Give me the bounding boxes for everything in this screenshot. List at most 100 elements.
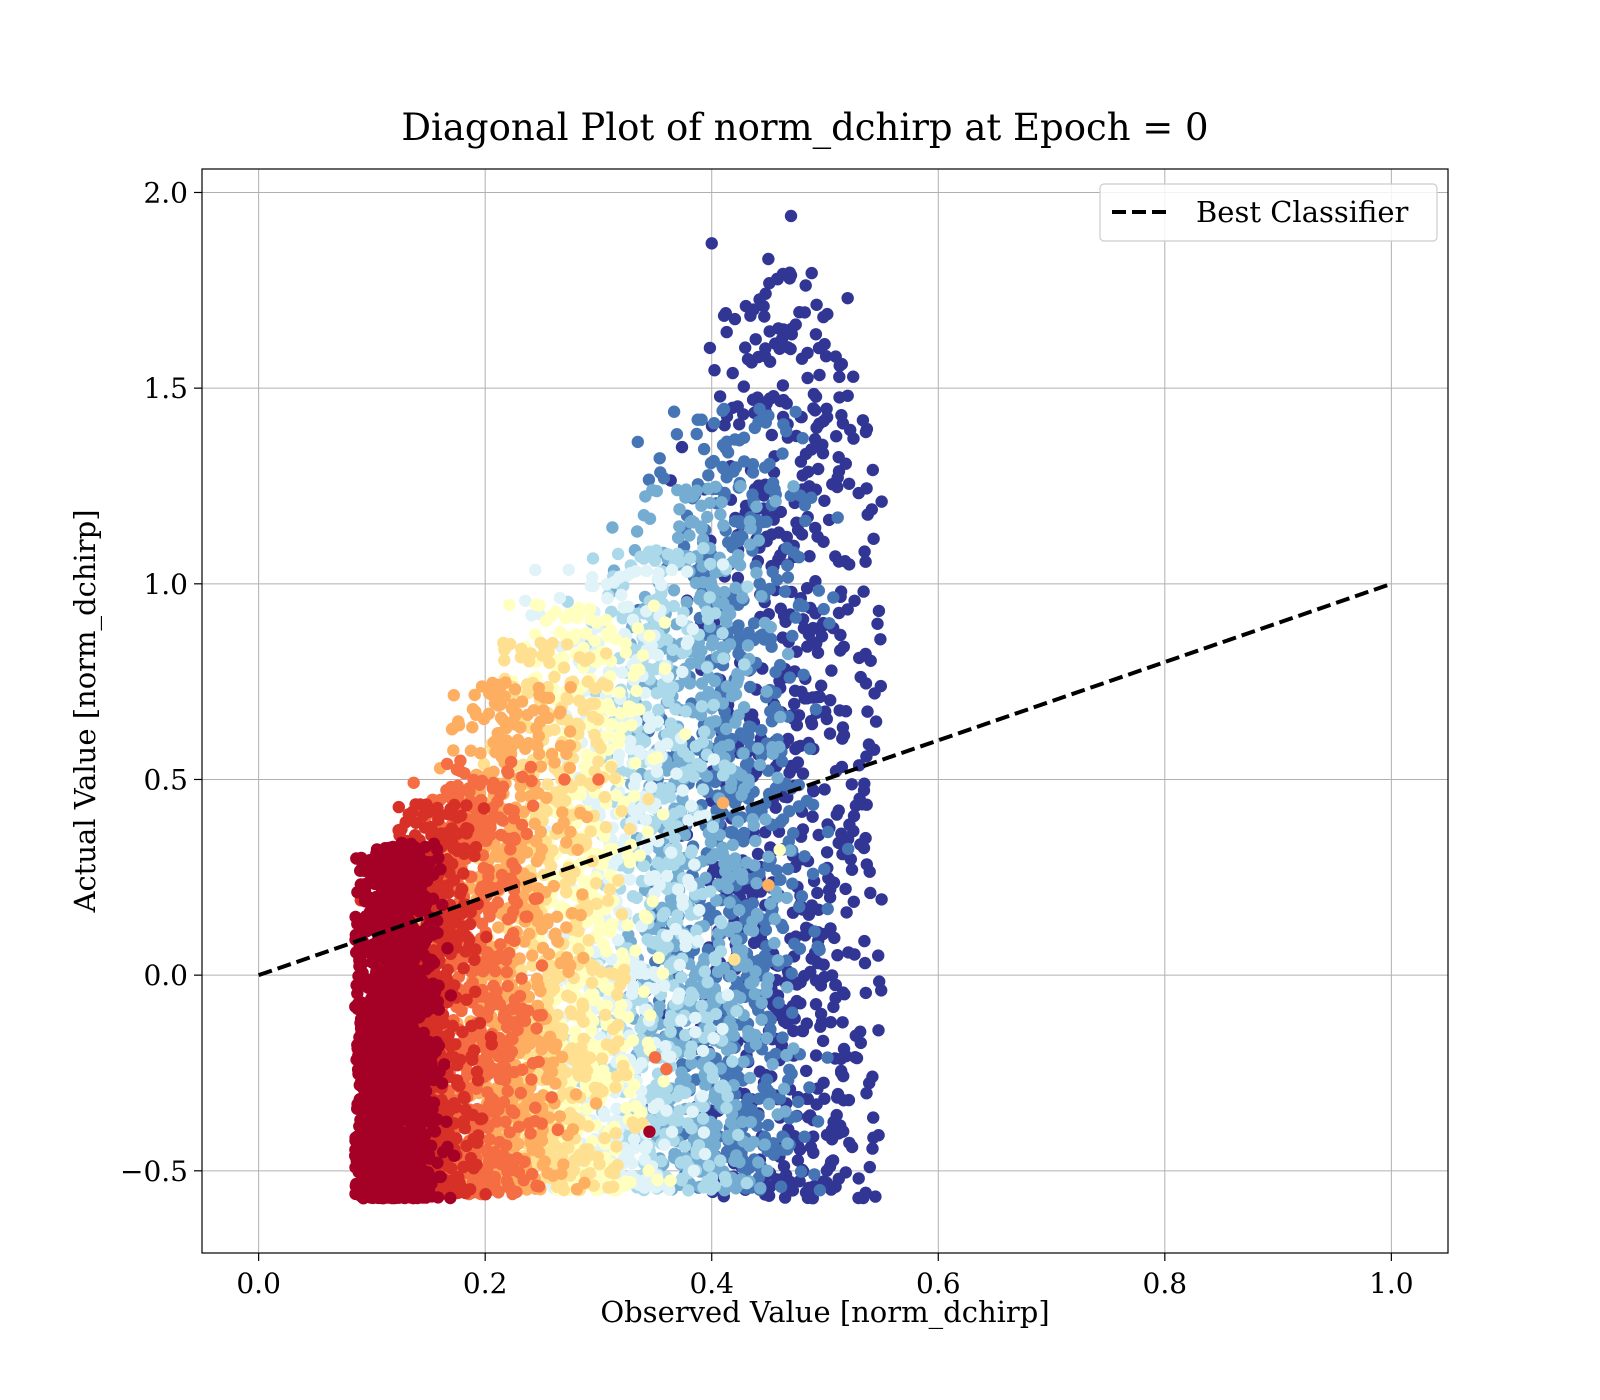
scatter-point	[564, 1005, 577, 1018]
scatter-point	[734, 479, 747, 493]
scatter-point	[764, 897, 777, 910]
scatter-point	[600, 944, 613, 958]
scatter-point	[650, 765, 664, 778]
scatter-point	[795, 352, 809, 365]
scatter-point	[588, 728, 601, 742]
scatter-point	[796, 823, 810, 836]
scatter-point	[631, 622, 644, 635]
scatter-point	[618, 963, 631, 976]
scatter-point	[501, 1085, 514, 1098]
scatter-point	[749, 834, 762, 848]
scatter-point	[857, 841, 871, 855]
scatter-point	[639, 813, 652, 827]
scatter-point	[697, 542, 710, 555]
scatter-point	[663, 1016, 676, 1029]
scatter-point	[624, 734, 637, 748]
scatter-point	[642, 793, 655, 806]
scatter-point	[763, 393, 776, 406]
scatter-point	[638, 1153, 651, 1167]
scatter-point	[706, 820, 720, 834]
scatter-point	[703, 1061, 716, 1075]
scatter-point	[533, 599, 546, 612]
scatter-point	[506, 1154, 519, 1168]
scatter-point	[720, 325, 733, 339]
scatter-point	[750, 500, 763, 513]
scatter-point	[812, 341, 826, 355]
scatter-point	[532, 1009, 545, 1022]
scatter-point	[445, 723, 459, 736]
scatter-point	[571, 611, 584, 625]
scatter-point	[606, 967, 620, 981]
scatter-point	[717, 597, 730, 610]
scatter-point	[518, 1014, 532, 1028]
scatter-point	[755, 1013, 768, 1026]
scatter-point	[610, 1140, 623, 1153]
scatter-point	[583, 602, 597, 615]
scatter-point	[643, 512, 657, 525]
scatter-point	[832, 606, 846, 620]
scatter-point	[511, 733, 525, 747]
scatter-point	[798, 929, 812, 942]
scatter-point	[543, 1030, 557, 1044]
scatter-point	[797, 600, 810, 613]
scatter-point	[760, 985, 773, 999]
scatter-point	[792, 709, 806, 722]
scatter-point	[798, 850, 811, 863]
scatter-point	[753, 577, 766, 590]
scatter-point	[802, 1111, 815, 1124]
scatter-point	[809, 703, 823, 716]
scatter-point	[808, 925, 821, 938]
scatter-point	[696, 1044, 710, 1058]
scatter-point	[730, 677, 743, 690]
scatter-point	[504, 843, 517, 856]
scatter-point	[626, 1116, 639, 1129]
scatter-point	[599, 821, 613, 834]
scatter-point	[811, 940, 824, 953]
scatter-point	[657, 979, 671, 992]
scatter-point	[729, 852, 742, 865]
scatter-point	[612, 748, 626, 761]
scatter-point	[548, 723, 561, 736]
scatter-point	[777, 1082, 791, 1096]
scatter-point	[602, 1181, 615, 1194]
scatter-point	[661, 689, 674, 702]
scatter-point	[814, 979, 828, 992]
scatter-point	[664, 1174, 677, 1187]
scatter-point	[535, 959, 549, 972]
scatter-point	[718, 1170, 732, 1184]
scatter-point	[735, 789, 748, 802]
scatter-point	[743, 680, 757, 694]
scatter-point	[733, 904, 746, 917]
scatter-point	[655, 578, 668, 592]
scatter-point	[726, 1055, 739, 1068]
scatter-point	[503, 598, 516, 612]
scatter-point	[638, 909, 652, 922]
scatter-point	[454, 754, 467, 767]
scatter-point	[534, 1129, 547, 1142]
scatter-point	[841, 832, 855, 846]
scatter-point	[751, 847, 765, 861]
scatter-point	[801, 371, 814, 385]
scatter-point	[611, 1159, 624, 1172]
scatter-point	[697, 1126, 711, 1139]
scatter-point	[643, 629, 656, 642]
scatter-point	[487, 765, 500, 778]
scatter-point	[707, 1032, 720, 1045]
scatter-point	[586, 710, 600, 723]
scatter-point	[716, 627, 729, 640]
scatter-point	[676, 892, 689, 906]
scatter-point	[724, 969, 737, 983]
scatter-point	[867, 1111, 880, 1124]
scatter-point	[833, 391, 846, 404]
scatter-point	[689, 1025, 702, 1039]
scatter-point	[872, 949, 885, 962]
scatter-point	[818, 1092, 831, 1105]
scatter-point	[776, 379, 790, 392]
scatter-point	[758, 949, 771, 963]
scatter-point	[831, 949, 844, 962]
scatter-point	[703, 591, 716, 604]
scatter-point	[560, 921, 573, 934]
scatter-point	[606, 521, 619, 534]
scatter-point	[786, 1006, 799, 1019]
